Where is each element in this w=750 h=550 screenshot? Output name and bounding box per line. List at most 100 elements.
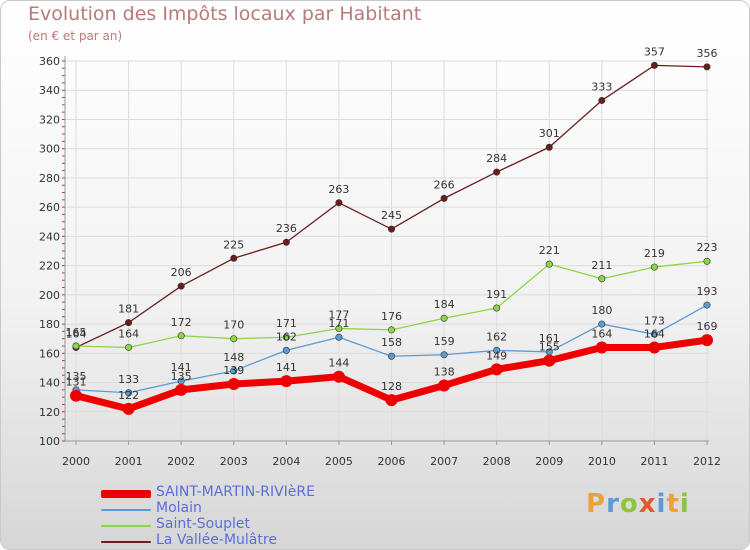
data-point	[282, 333, 290, 341]
legend-item: SAINT-MARTIN-RIVIèRE	[101, 484, 401, 502]
data-label: 177	[328, 308, 349, 321]
y-tick-label: 280	[39, 172, 60, 185]
data-point	[280, 375, 293, 388]
data-point	[650, 330, 658, 338]
data-point	[175, 383, 188, 396]
legend-swatch	[101, 541, 151, 543]
data-label: 333	[591, 80, 612, 93]
data-label: 158	[381, 336, 402, 349]
data-point	[230, 367, 238, 375]
y-tick-label: 180	[39, 318, 60, 331]
data-label: 169	[697, 320, 718, 333]
legend-swatch	[101, 525, 151, 527]
data-point	[177, 332, 185, 340]
logo-letter: r	[606, 489, 620, 519]
data-label: 162	[276, 330, 297, 343]
x-tick-label: 2007	[430, 455, 458, 468]
line-chart: 100 120 140 160 180 200 220 240 260 280 300 320 340 3…	[39, 45, 721, 468]
data-label: 139	[223, 364, 244, 377]
data-label: 138	[434, 365, 455, 378]
y-tick-label: 300	[39, 143, 60, 156]
data-label: 171	[276, 317, 297, 330]
data-point	[387, 225, 395, 233]
y-tick-label: 220	[39, 260, 60, 273]
data-label: 165	[66, 326, 87, 339]
x-tick-label: 2005	[325, 455, 353, 468]
legend-swatch	[101, 509, 151, 511]
legend-swatch	[101, 490, 151, 498]
data-point	[490, 363, 503, 376]
data-label: 164	[644, 327, 665, 340]
y-tick-label: 160	[39, 347, 60, 360]
data-label: 173	[644, 314, 665, 327]
data-label: 356	[697, 47, 718, 60]
logo-letter: o	[619, 489, 639, 519]
x-tick-label: 2004	[272, 455, 300, 468]
data-label: 162	[486, 330, 507, 343]
x-tick-label: 2011	[640, 455, 668, 468]
data-point	[648, 341, 661, 354]
data-label: 135	[171, 370, 192, 383]
data-label: 206	[171, 266, 192, 279]
data-point	[70, 389, 82, 402]
proxiti-logo: Proxiti	[586, 489, 690, 519]
data-label: 135	[66, 370, 87, 383]
y-tick-label: 240	[39, 230, 60, 243]
data-point	[282, 346, 290, 354]
x-tick-label: 2000	[62, 455, 90, 468]
data-point	[598, 275, 606, 283]
data-point	[440, 314, 448, 322]
data-label: 128	[381, 380, 402, 393]
y-tick-label: 320	[39, 113, 60, 126]
data-label: 219	[644, 247, 665, 260]
data-label: 141	[171, 361, 192, 374]
data-point	[335, 199, 343, 207]
data-label: 211	[591, 259, 612, 272]
data-label: 133	[118, 373, 139, 386]
data-point	[335, 333, 343, 341]
data-point	[598, 320, 606, 328]
x-tick-label: 2012	[693, 455, 721, 468]
data-point	[703, 301, 711, 309]
data-point	[595, 341, 608, 354]
y-tick-label: 140	[39, 377, 60, 390]
data-label: 148	[223, 351, 244, 364]
data-point	[650, 61, 658, 69]
data-point	[385, 394, 398, 407]
data-point	[703, 257, 711, 265]
data-point	[230, 254, 238, 262]
data-point	[387, 326, 395, 334]
data-label: 223	[697, 241, 718, 254]
logo-letter: t	[666, 489, 680, 519]
legend-item: Molain	[101, 500, 401, 518]
y-tick-label: 120	[39, 406, 60, 419]
data-point	[545, 143, 553, 151]
data-point	[122, 402, 135, 415]
x-tick-label: 2006	[378, 455, 406, 468]
data-label: 284	[486, 152, 507, 165]
x-tick-label: 2002	[167, 455, 195, 468]
data-label: 122	[118, 389, 139, 402]
data-label: 181	[118, 303, 139, 316]
x-tick-label: 2001	[115, 455, 143, 468]
y-tick-label: 360	[39, 55, 60, 68]
data-point	[282, 238, 290, 246]
chart-subtitle: (en € et par an)	[28, 29, 123, 43]
data-label: 155	[539, 341, 560, 354]
logo-letter: P	[586, 489, 607, 519]
data-point	[227, 378, 240, 390]
data-point	[177, 282, 185, 290]
legend-label: Saint-Souplet	[156, 516, 250, 532]
data-point	[125, 389, 133, 397]
data-label: 193	[697, 285, 718, 298]
data-point	[701, 334, 713, 347]
data-label: 236	[276, 222, 297, 235]
data-label: 357	[644, 45, 665, 58]
data-label: 263	[328, 183, 349, 196]
data-label: 149	[486, 349, 507, 362]
data-label: 191	[486, 288, 507, 301]
data-label: 131	[66, 376, 87, 389]
logo-letter: i	[679, 489, 690, 519]
data-label: 176	[381, 310, 402, 323]
